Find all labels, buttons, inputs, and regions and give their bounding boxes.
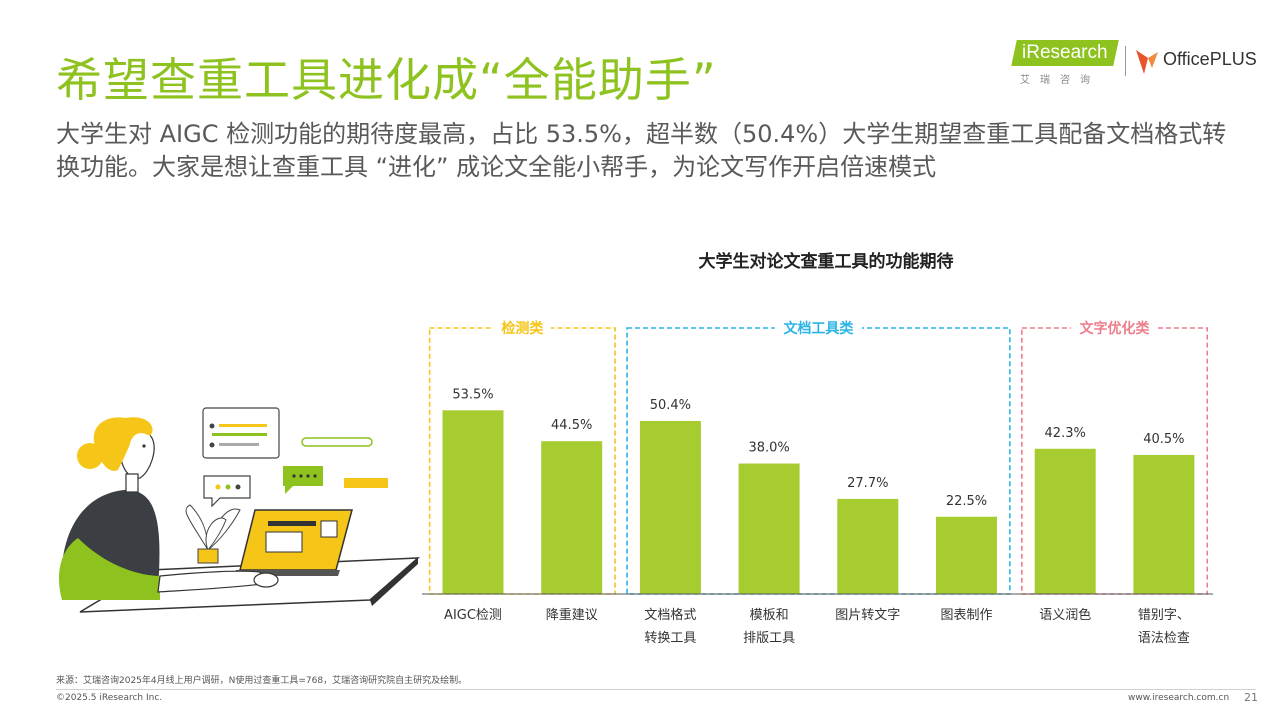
bar-0 bbox=[442, 410, 504, 594]
category-label-2-1: 转换工具 bbox=[644, 631, 696, 646]
student-laptop-illustration bbox=[58, 407, 421, 613]
value-label-4: 27.7% bbox=[847, 476, 888, 491]
logo-area: iResearch 艾瑞咨询 OfficePLUS bbox=[1010, 38, 1257, 88]
value-label-5: 22.5% bbox=[946, 494, 987, 509]
website: www.iresearch.com.cn bbox=[1128, 693, 1230, 703]
category-label-5-0: 图表制作 bbox=[940, 608, 992, 623]
bar-5 bbox=[936, 516, 997, 594]
category-label-4-0: 图片转文字 bbox=[835, 608, 900, 623]
value-label-3: 38.0% bbox=[748, 441, 789, 456]
category-label-1-0: 降重建议 bbox=[546, 607, 598, 623]
group-label-bg-2 bbox=[1071, 318, 1159, 338]
bar-7 bbox=[1133, 454, 1195, 594]
value-label-1: 44.5% bbox=[551, 418, 592, 433]
value-label-7: 40.5% bbox=[1143, 432, 1184, 447]
bar-3 bbox=[738, 463, 800, 594]
group-label-bg-1 bbox=[774, 318, 862, 338]
chart-title: 大学生对论文查重工具的功能期待 bbox=[699, 251, 954, 272]
iresearch-cn-label: 艾瑞咨询 bbox=[1020, 75, 1100, 86]
officeplus-logo: OfficePLUS bbox=[1163, 49, 1257, 69]
group-label-bg-0 bbox=[493, 318, 551, 338]
bar-4 bbox=[837, 498, 899, 594]
value-label-2: 50.4% bbox=[650, 398, 691, 413]
logo-divider bbox=[1125, 46, 1126, 76]
value-label-6: 42.3% bbox=[1045, 426, 1086, 441]
category-label-0-0: AIGC检测 bbox=[444, 608, 502, 623]
category-label-7-0: 错别字、 bbox=[1138, 608, 1190, 623]
page-title: 希望查重工具进化成“全能助手” bbox=[56, 53, 717, 107]
footer-divider bbox=[56, 689, 1256, 690]
category-label-2-0: 文档格式 bbox=[644, 607, 696, 623]
group-label-2: 文字优化类 bbox=[1080, 320, 1151, 337]
officeplus-icon bbox=[1136, 50, 1158, 74]
value-label-0: 53.5% bbox=[452, 387, 493, 402]
page-subtitle: 大学生对 AIGC 检测功能的期待度最高，占比 53.5%，超半数（50.4%）… bbox=[56, 120, 1227, 181]
category-label-6-0: 语义润色 bbox=[1039, 607, 1091, 623]
source-note: 来源：艾瑞咨询2025年4月线上用户调研，N使用过查重工具=768，艾瑞咨询研究… bbox=[56, 676, 468, 686]
category-label-3-1: 排版工具 bbox=[743, 631, 795, 646]
group-label-0: 检测类 bbox=[501, 320, 544, 337]
copyright: ©2025.5 iResearch Inc. bbox=[56, 693, 163, 703]
bar-1 bbox=[541, 441, 603, 594]
category-label-3-0: 模板和 bbox=[750, 608, 789, 623]
page-number: 21 bbox=[1244, 691, 1258, 704]
category-label-7-1: 语法检查 bbox=[1138, 631, 1190, 646]
group-label-1: 文档工具类 bbox=[783, 320, 854, 337]
bar-6 bbox=[1034, 448, 1096, 594]
bar-2 bbox=[639, 420, 701, 594]
